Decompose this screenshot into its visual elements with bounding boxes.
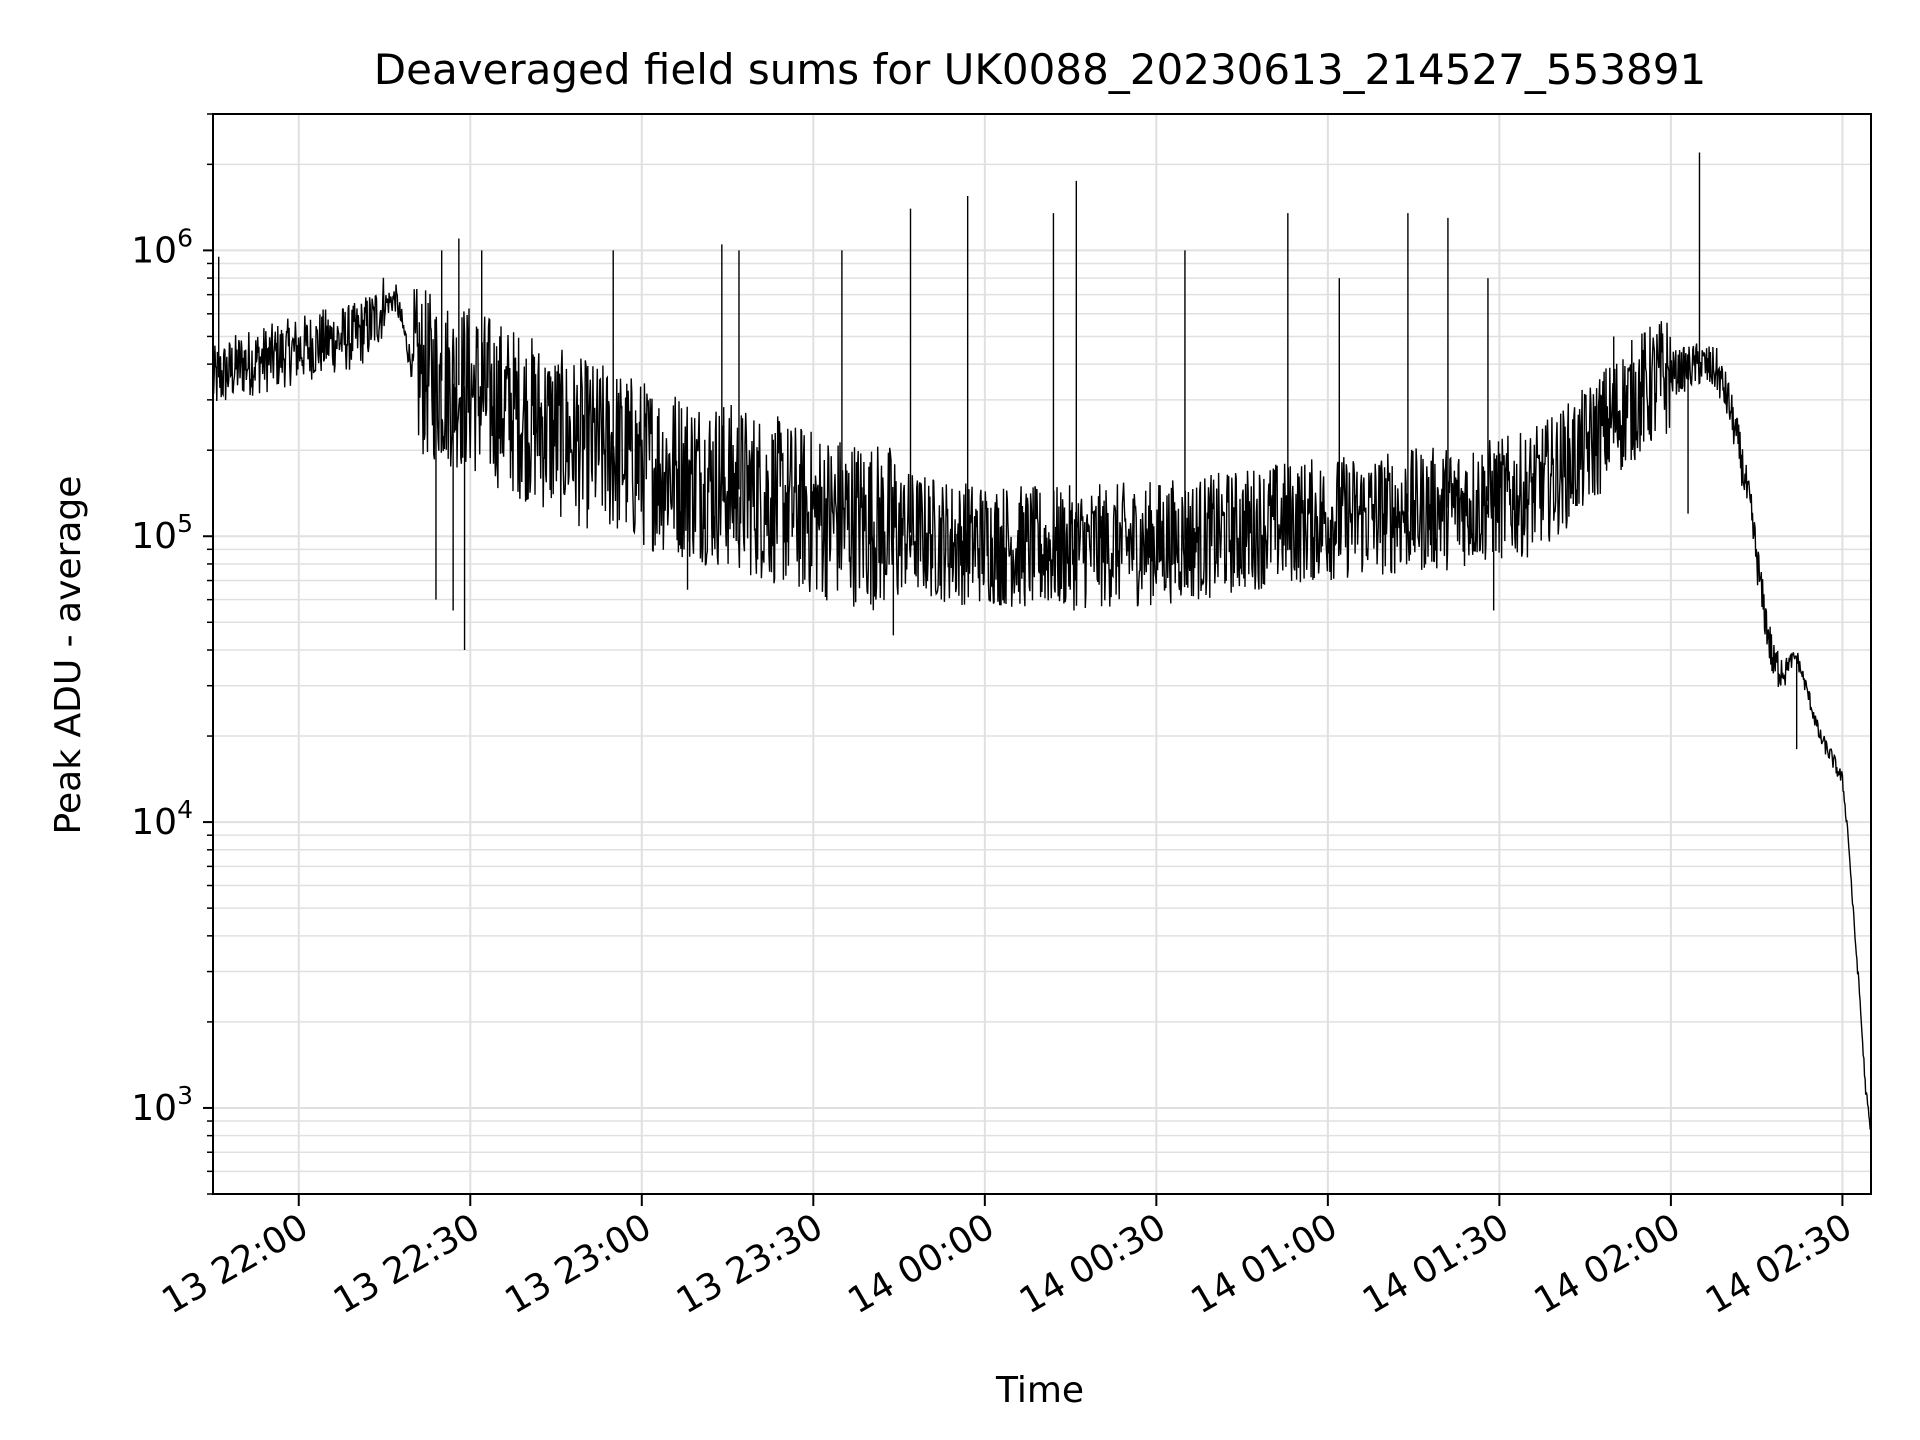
x-tick-label: 14 00:30 [1013,1206,1173,1322]
x-tick-label: 14 01:30 [1356,1206,1516,1322]
x-tick-label: 13 23:30 [670,1206,830,1322]
chart-title: Deaveraged field sums for UK0088_2023061… [374,45,1706,94]
x-tick-label: 14 02:30 [1699,1206,1859,1322]
spike-layer [218,152,1798,750]
y-tick-label: 103 [131,1081,193,1129]
y-tick-label: 104 [131,795,193,843]
x-tick-label: 14 02:00 [1527,1206,1687,1322]
x-axis-ticks: 13 22:00 13 22:30 13 23:00 13 23:30 14 00:00… [155,1194,1859,1322]
x-axis-label: Time [995,1370,1084,1411]
y-tick-label: 106 [131,223,193,271]
y-axis-ticks: 103 104 105 106 [131,113,213,1195]
plot-area [212,152,1872,1131]
series-line [212,277,1872,1131]
x-tick-label: 13 23:00 [498,1206,658,1322]
x-tick-label: 13 22:30 [327,1206,487,1322]
x-tick-label: 14 00:00 [841,1206,1001,1322]
y-tick-label: 105 [131,509,193,557]
grid-lines [213,113,1871,1195]
x-tick-label: 13 22:00 [155,1206,315,1322]
y-axis-label: Peak ADU - average [48,476,89,835]
x-tick-label: 14 01:00 [1184,1206,1344,1322]
plot-frame [212,113,1872,1195]
